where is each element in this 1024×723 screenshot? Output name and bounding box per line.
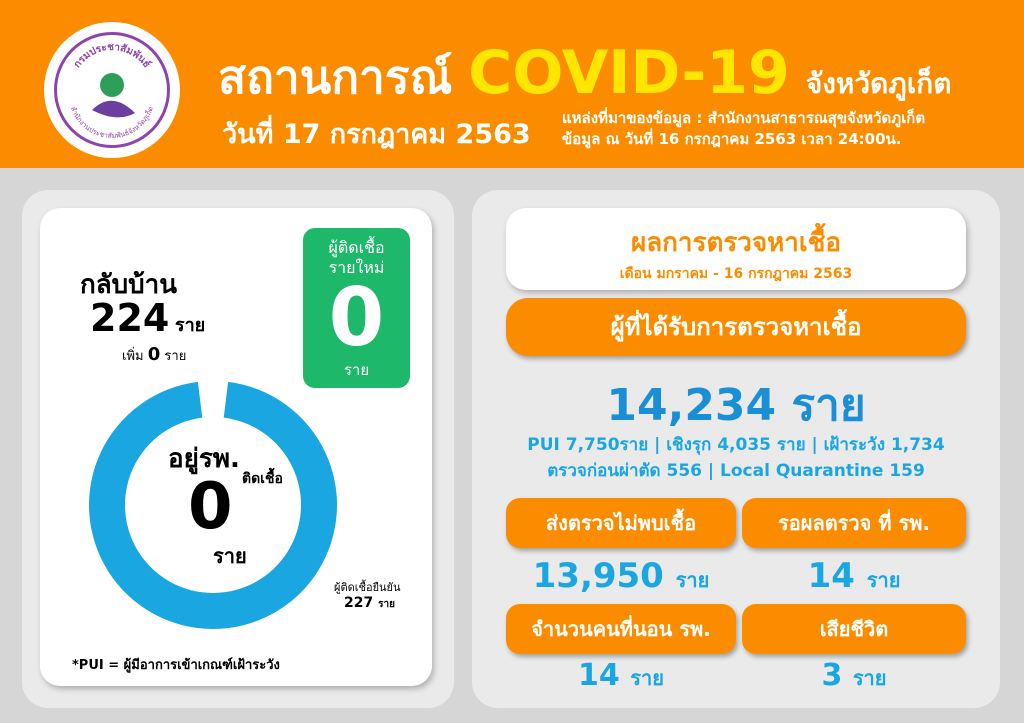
admitted-count: 14 ราย [578,658,664,693]
confirmed-count: 227 ราย [344,595,395,611]
tested-count: 14,234 ราย [606,380,866,431]
prd-logo: กรมประชาสัมพันธ์ สำนักงานประชาสัมพันธ์จั… [44,22,180,158]
test-breakdown: PUI 7,750ราย | เชิงรุก 4,035 ราย | เฝ้าร… [527,435,945,481]
hospital-sub: ติดเชื้อ [242,471,283,487]
home-label: กลับบ้าน [80,270,178,300]
hospital-count: 0 [188,470,233,544]
svg-text:กรมประชาสัมพันธ์: กรมประชาสัมพันธ์ [72,42,153,70]
death-count: 3 ราย [821,658,887,693]
data-source: แหล่งที่มาของข้อมูล : สำนักงานสาธารณสุขจ… [562,109,926,148]
header: กรมประชาสัมพันธ์ สำนักงานประชาสัมพันธ์จั… [0,0,1024,168]
footnote: *PUI = ผู้มีอาการเข้าเกณฑ์เฝ้าระวัง [72,658,280,673]
page-title: สถานการณ์ COVID-19 จังหวัดภูเก็ต [218,38,952,108]
death-label: เสียชีวิต [742,604,966,654]
negative-label: ส่งตรวจไม่พบเชื้อ [506,498,736,548]
pending-count: 14 ราย [807,556,901,596]
report-date: วันที่ 17 กรกฎาคม 2563 [222,119,531,150]
results-title-card: ผลการตรวจหาเชื้อ เดือน มกราคม - 16 กรกฎา… [506,208,966,290]
home-count: 224 ราย [90,296,206,340]
home-added: เพิ่ม 0 ราย [122,344,187,365]
negative-count: 13,950 ราย [532,556,710,596]
hospital-label: อยู่รพ. [168,444,240,474]
pending-label: รอผลตรวจ ที่ รพ. [742,498,966,548]
tested-label: ผู้ที่ได้รับการตรวจหาเชื้อ [506,298,966,356]
admitted-label: จำนวนคนที่นอน รพ. [506,604,736,654]
hospital-unit: ราย [213,544,247,568]
confirmed-label: ผู้ติดเชื้อยืนยัน [334,581,401,594]
new-cases-box: ผู้ติดเชื้อ รายใหม่ 0 ราย [303,228,410,388]
